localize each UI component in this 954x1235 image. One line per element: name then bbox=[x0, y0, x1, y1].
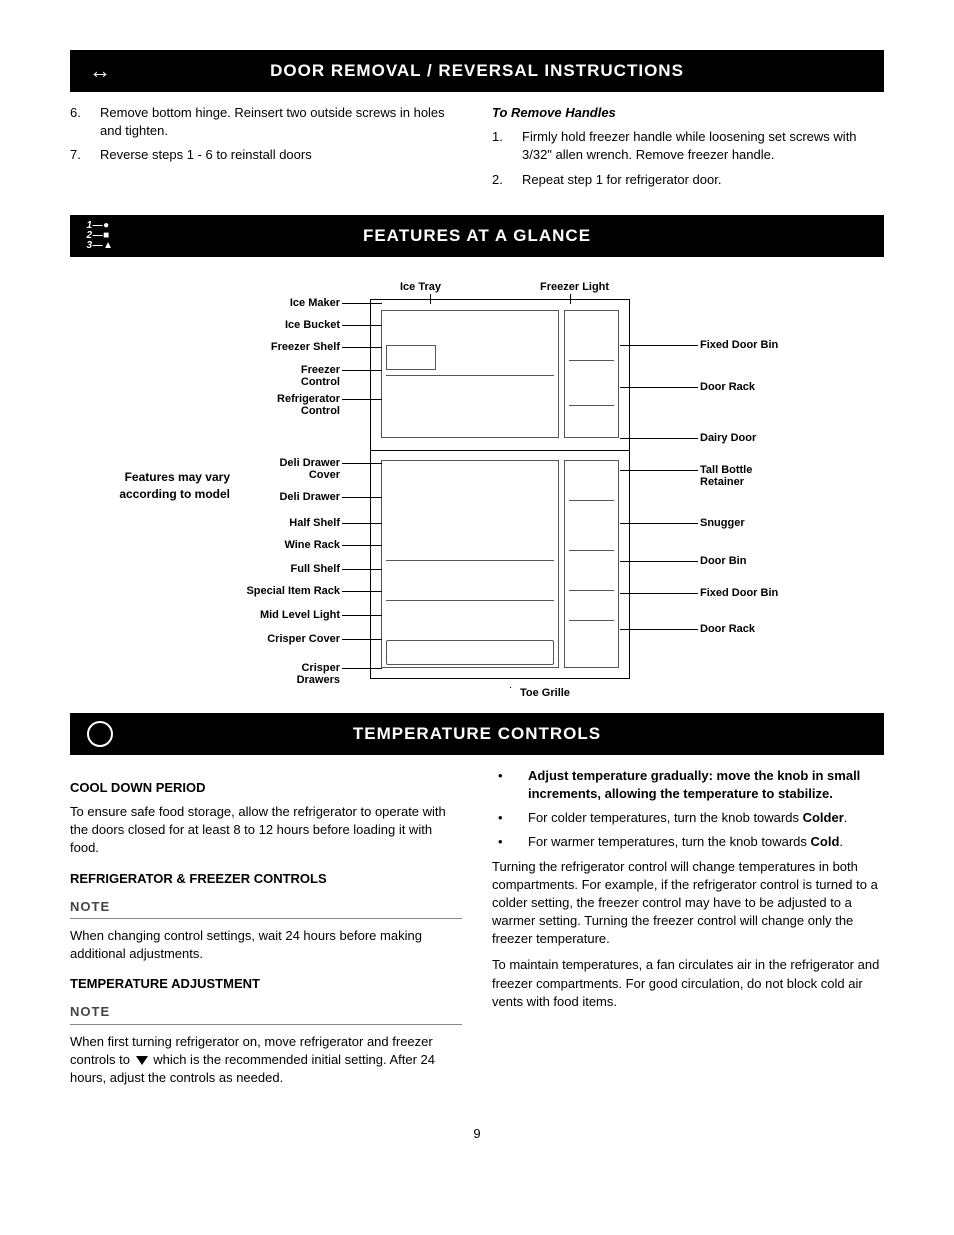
note-2-text: When first turning refrigerator on, move… bbox=[70, 1033, 462, 1088]
fridge-diagram bbox=[370, 299, 630, 679]
bullet-item: For warmer temperatures, turn the knob t… bbox=[492, 833, 884, 851]
diagram-label: Wine Rack bbox=[210, 539, 340, 551]
cool-down-text: To ensure safe food storage, allow the r… bbox=[70, 803, 462, 858]
diagram-label: Deli Drawer bbox=[210, 491, 340, 503]
list-icon: 1—● 2—■ 3—▲ bbox=[70, 215, 130, 257]
temp-adjust-heading: TEMPERATURE ADJUSTMENT bbox=[70, 975, 462, 993]
diagram-label: Dairy Door bbox=[700, 432, 756, 444]
section1-left-col: 6.Remove bottom hinge. Reinsert two outs… bbox=[70, 104, 462, 195]
diagram-label: Snugger bbox=[700, 517, 745, 529]
arrows-icon: ↔ bbox=[70, 50, 130, 92]
diagram-label: Mid Level Light bbox=[210, 609, 340, 621]
diagram-label: Special Item Rack bbox=[210, 585, 340, 597]
features-diagram-container: Features may vary according to model Ice… bbox=[70, 269, 884, 699]
diagram-label: Deli Drawer Cover bbox=[210, 457, 340, 481]
instruction-step: 1.Firmly hold freezer handle while loose… bbox=[492, 128, 884, 164]
section2-title: FEATURES AT A GLANCE bbox=[130, 224, 884, 248]
section3-right-col: Adjust temperature gradually: move the k… bbox=[492, 767, 884, 1095]
section1-right-col: To Remove Handles 1.Firmly hold freezer … bbox=[492, 104, 884, 195]
note-label-1: NOTE bbox=[70, 894, 462, 919]
triangle-down-icon bbox=[136, 1056, 148, 1065]
section-temperature-header: TEMPERATURE CONTROLS bbox=[70, 713, 884, 755]
diagram-label: Ice Bucket bbox=[210, 319, 340, 331]
instruction-step: 6.Remove bottom hinge. Reinsert two outs… bbox=[70, 104, 462, 140]
bullet-item: For colder temperatures, turn the knob t… bbox=[492, 809, 884, 827]
diagram-label: Door Bin bbox=[700, 555, 746, 567]
diagram-label: Crisper Drawers bbox=[210, 662, 340, 686]
section1-title: DOOR REMOVAL / REVERSAL INSTRUCTIONS bbox=[130, 59, 884, 83]
diagram-label: Door Rack bbox=[700, 381, 755, 393]
note-1-text: When changing control settings, wait 24 … bbox=[70, 927, 462, 963]
temp-explain-1: Turning the refrigerator control will ch… bbox=[492, 858, 884, 949]
section3-left-col: COOL DOWN PERIOD To ensure safe food sto… bbox=[70, 767, 462, 1095]
diagram-label: Ice Tray bbox=[400, 281, 441, 293]
temp-explain-2: To maintain temperatures, a fan circulat… bbox=[492, 956, 884, 1011]
diagram-label: Refrigerator Control bbox=[210, 393, 340, 417]
section-door-removal-header: ↔ DOOR REMOVAL / REVERSAL INSTRUCTIONS bbox=[70, 50, 884, 92]
dial-icon bbox=[70, 713, 130, 755]
diagram-label: Freezer Shelf bbox=[210, 341, 340, 353]
diagram-label: Fixed Door Bin bbox=[700, 339, 778, 351]
remove-handles-heading: To Remove Handles bbox=[492, 104, 884, 122]
features-vary-note: Features may vary according to model bbox=[70, 469, 230, 503]
diagram-label: Half Shelf bbox=[210, 517, 340, 529]
diagram-label: Tall Bottle Retainer bbox=[700, 464, 752, 488]
diagram-label: Freezer Control bbox=[210, 364, 340, 388]
diagram-label: Crisper Cover bbox=[210, 633, 340, 645]
diagram-label: Freezer Light bbox=[540, 281, 609, 293]
note-label-2: NOTE bbox=[70, 999, 462, 1024]
instruction-step: 7.Reverse steps 1 - 6 to reinstall doors bbox=[70, 146, 462, 164]
diagram-label: Full Shelf bbox=[210, 563, 340, 575]
diagram-label: Door Rack bbox=[700, 623, 755, 635]
section3-title: TEMPERATURE CONTROLS bbox=[130, 722, 884, 746]
diagram-label: Fixed Door Bin bbox=[700, 587, 778, 599]
bullet-item: Adjust temperature gradually: move the k… bbox=[492, 767, 884, 803]
instruction-step: 2.Repeat step 1 for refrigerator door. bbox=[492, 171, 884, 189]
page-number: 9 bbox=[70, 1125, 884, 1143]
section-features-header: 1—● 2—■ 3—▲ FEATURES AT A GLANCE bbox=[70, 215, 884, 257]
controls-heading: REFRIGERATOR & FREEZER CONTROLS bbox=[70, 870, 462, 888]
diagram-label: Ice Maker bbox=[210, 297, 340, 309]
diagram-label: Toe Grille bbox=[520, 687, 570, 699]
cool-down-heading: COOL DOWN PERIOD bbox=[70, 779, 462, 797]
